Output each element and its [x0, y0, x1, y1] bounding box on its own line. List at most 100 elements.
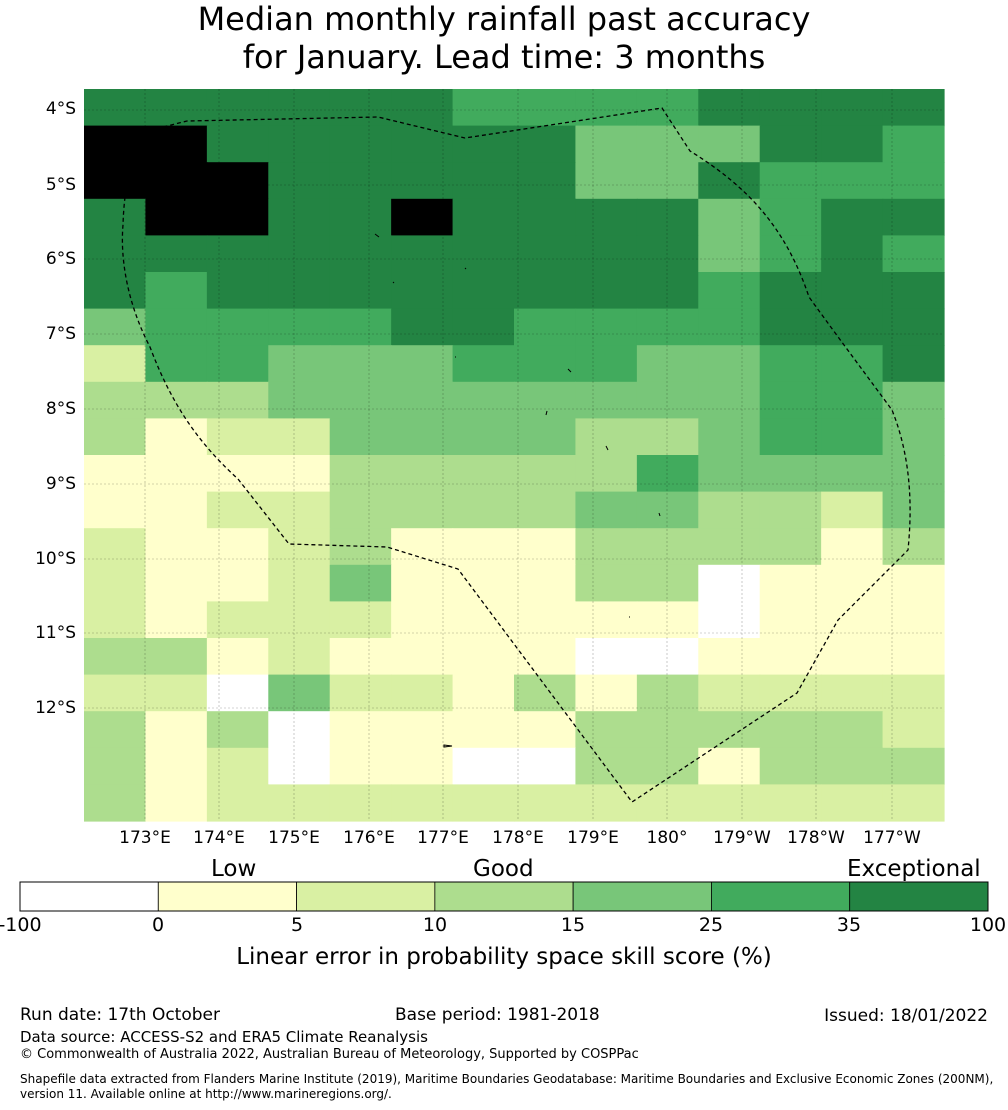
- skill-cell: [145, 491, 208, 529]
- skill-cell: [206, 784, 269, 822]
- skill-cell: [329, 272, 392, 310]
- skill-cell: [821, 381, 884, 419]
- skill-cell: [698, 162, 761, 200]
- skill-cell: [698, 711, 761, 749]
- skill-cell: [514, 308, 577, 346]
- skill-cell: [575, 198, 638, 236]
- skill-cell: [145, 272, 208, 310]
- skill-cell: [514, 747, 577, 785]
- skill-cell: [268, 308, 331, 346]
- shapefile-credit-2: version 11. Available online at http://w…: [20, 1087, 392, 1101]
- skill-cell: [821, 491, 884, 529]
- skill-cell: [391, 747, 454, 785]
- skill-cell: [84, 381, 147, 419]
- skill-cell: [821, 747, 884, 785]
- skill-cell: [84, 747, 147, 785]
- skill-cell: [329, 784, 392, 822]
- graticule: [84, 89, 944, 821]
- skill-cell: [882, 308, 945, 346]
- skill-cell: [206, 162, 269, 200]
- skill-cell: [882, 162, 945, 200]
- skill-cell: [391, 162, 454, 200]
- colorbar: [19, 881, 989, 912]
- skill-cell: [329, 418, 392, 456]
- colorbar-segment: [157, 881, 297, 912]
- skill-cell: [268, 381, 331, 419]
- skill-cell: [84, 235, 147, 273]
- island-outline: [605, 445, 609, 451]
- skill-cell: [759, 345, 822, 383]
- skill-cell: [575, 89, 638, 127]
- skill-cell: [145, 564, 208, 602]
- skill-cell: [84, 784, 147, 822]
- skill-cell: [759, 162, 822, 200]
- skill-cell: [145, 418, 208, 456]
- skill-cell: [452, 89, 515, 127]
- skill-cell: [268, 747, 331, 785]
- lat-label: 4°S: [45, 99, 76, 119]
- skill-cell: [698, 747, 761, 785]
- skill-cell: [575, 381, 638, 419]
- skill-cell: [821, 455, 884, 493]
- skill-cell: [329, 381, 392, 419]
- skill-cell: [452, 345, 515, 383]
- skill-cell: [514, 674, 577, 712]
- skill-cell: [329, 162, 392, 200]
- skill-cell: [821, 345, 884, 383]
- skill-cell: [206, 89, 269, 127]
- skill-cell: [514, 272, 577, 310]
- skill-cell: [759, 308, 822, 346]
- skill-cell: [575, 125, 638, 163]
- skill-cell: [698, 381, 761, 419]
- legend-category-low: Low: [211, 856, 257, 882]
- skill-cell: [268, 638, 331, 676]
- colorbar-segment: [434, 881, 574, 912]
- skill-cell: [821, 638, 884, 676]
- skill-cell: [759, 784, 822, 822]
- skill-cell: [268, 89, 331, 127]
- skill-cell: [329, 491, 392, 529]
- skill-cell: [698, 198, 761, 236]
- skill-cell: [452, 381, 515, 419]
- skill-cell: [391, 711, 454, 749]
- skill-cell: [636, 418, 699, 456]
- skill-cell: [882, 198, 945, 236]
- colorbar-title: Linear error in probability space skill …: [236, 944, 772, 970]
- skill-cell: [821, 711, 884, 749]
- lon-label: 179°W: [713, 828, 771, 848]
- skill-cell: [206, 674, 269, 712]
- skill-cell: [698, 638, 761, 676]
- skill-cell: [329, 638, 392, 676]
- island-outline: [464, 267, 467, 270]
- skill-cell: [145, 528, 208, 566]
- skill-cell: [698, 564, 761, 602]
- skill-cell: [391, 564, 454, 602]
- skill-cell: [84, 491, 147, 529]
- skill-cell: [514, 198, 577, 236]
- skill-cell: [575, 564, 638, 602]
- skill-cell: [206, 601, 269, 639]
- shapefile-credit-1: Shapefile data extracted from Flanders M…: [20, 1072, 994, 1086]
- skill-cell: [514, 638, 577, 676]
- skill-cell: [514, 784, 577, 822]
- colorbar-segment: [849, 881, 989, 912]
- skill-cell: [759, 455, 822, 493]
- skill-cell: [575, 784, 638, 822]
- skill-cell: [391, 674, 454, 712]
- lat-label: 8°S: [45, 399, 76, 419]
- skill-cell: [84, 601, 147, 639]
- skill-cell: [84, 455, 147, 493]
- skill-cell: [84, 638, 147, 676]
- colorbar-segment: [19, 881, 159, 912]
- skill-cell: [759, 601, 822, 639]
- skill-cell: [206, 455, 269, 493]
- skill-cell: [636, 674, 699, 712]
- skill-cell: [268, 491, 331, 529]
- skill-cell: [514, 235, 577, 273]
- skill-cell: [698, 528, 761, 566]
- skill-grid: [84, 89, 945, 822]
- lon-label: 174°E: [193, 828, 245, 848]
- lon-label: 179°E: [567, 828, 619, 848]
- skill-cell: [882, 418, 945, 456]
- skill-cell: [452, 638, 515, 676]
